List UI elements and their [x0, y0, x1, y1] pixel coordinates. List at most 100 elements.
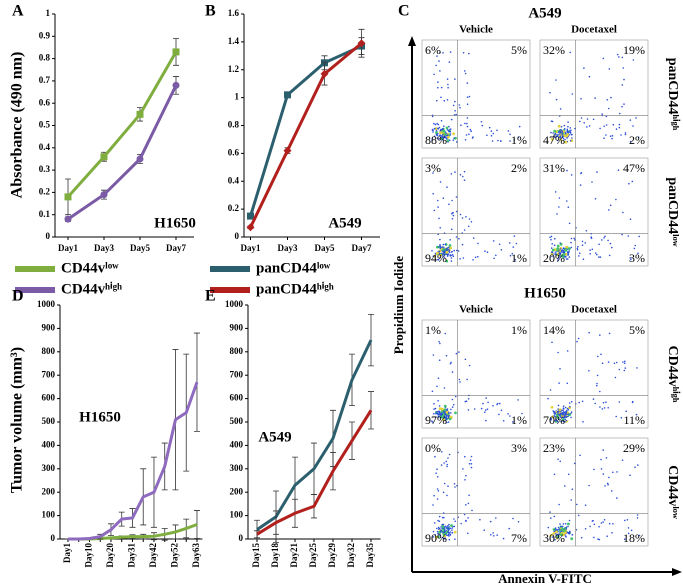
event-dot: [443, 462, 445, 464]
y-tick-label: 1000: [37, 299, 56, 309]
event-dot: [588, 125, 591, 127]
event-dot: [512, 517, 514, 520]
event-dot: [470, 221, 473, 223]
event-dot: [463, 229, 466, 231]
event-dot: [568, 130, 571, 132]
event-dot: [477, 242, 479, 245]
event-dot: [569, 51, 571, 54]
event-dot: [468, 52, 470, 55]
event-dot: [466, 378, 468, 381]
event-dot: [554, 253, 556, 256]
event-dot: [466, 96, 469, 98]
event-dot: [484, 411, 486, 414]
quadrant-percent: 20%: [543, 251, 565, 265]
panel-letter: A: [12, 3, 24, 20]
event-dot: [561, 525, 564, 528]
event-dot: [605, 401, 607, 404]
event-dot: [434, 416, 437, 419]
event-dot: [438, 217, 440, 220]
event-dot: [564, 416, 566, 418]
series-line: [67, 84, 178, 221]
event-dot: [630, 258, 632, 261]
marker: [357, 39, 366, 48]
event-dot: [449, 362, 452, 365]
event-dot: [571, 93, 574, 95]
quadrant-percent: 1%: [511, 133, 527, 147]
event-dot: [629, 119, 632, 121]
event-dot: [566, 200, 568, 202]
event-dot: [438, 60, 440, 62]
event-dot: [512, 421, 514, 423]
event-dot: [568, 250, 570, 252]
event-dot: [460, 124, 462, 126]
event-dot: [571, 488, 574, 491]
event-dot: [563, 420, 565, 423]
event-dot: [624, 360, 626, 363]
event-dot: [463, 70, 466, 72]
event-dot: [441, 524, 445, 528]
y-tick-label: 700: [42, 369, 56, 379]
event-dot: [623, 538, 626, 540]
event-dot: [440, 128, 443, 131]
event-dot: [600, 353, 602, 356]
event-dot: [444, 412, 447, 415]
event-dot: [442, 523, 445, 526]
event-dot: [450, 228, 453, 231]
event-dot: [549, 236, 551, 239]
event-dot: [468, 494, 470, 497]
event-dot: [555, 530, 558, 534]
event-dot: [618, 112, 621, 115]
event-dot: [556, 139, 559, 142]
event-dot: [509, 415, 511, 417]
event-dot: [590, 236, 592, 238]
event-dot: [458, 378, 461, 381]
event-dot: [449, 130, 452, 133]
event-dot: [600, 458, 602, 461]
event-dot: [443, 125, 445, 127]
event-dot: [467, 225, 470, 228]
event-dot: [439, 131, 443, 134]
event-dot: [601, 408, 604, 410]
quadrant-percent: 94%: [425, 251, 447, 265]
event-dot: [623, 78, 625, 81]
event-dot: [509, 140, 511, 142]
event-dot: [450, 173, 453, 175]
event-dot: [550, 252, 554, 256]
event-dot: [437, 86, 439, 89]
column-title: Vehicle: [459, 24, 493, 36]
event-dot: [486, 408, 489, 411]
event-dot: [566, 350, 569, 352]
event-dot: [441, 246, 444, 248]
event-dot: [513, 139, 515, 141]
event-dot: [450, 257, 453, 259]
x-tick-label: Day3: [278, 243, 298, 253]
event-dot: [550, 251, 553, 253]
event-dot: [485, 397, 488, 399]
event-dot: [605, 457, 608, 459]
event-dot: [439, 51, 441, 54]
event-dot: [560, 420, 562, 423]
event-dot: [599, 256, 602, 258]
event-dot: [634, 244, 637, 247]
event-dot: [456, 249, 458, 252]
event-dot: [454, 411, 457, 415]
event-dot: [445, 417, 448, 420]
event-dot: [439, 247, 442, 250]
event-dot: [446, 463, 449, 466]
marker: [172, 81, 180, 89]
event-dot: [445, 253, 448, 256]
event-dot: [465, 400, 468, 403]
event-dot: [439, 342, 441, 345]
event-dot: [566, 258, 569, 260]
group-title: H1650: [524, 285, 566, 301]
x-tick-label: Day21: [289, 543, 299, 568]
y-tick-label: 400: [42, 439, 56, 449]
error-bar: [193, 332, 200, 432]
quadrant-percent: 5%: [629, 323, 645, 337]
event-dot: [554, 529, 557, 531]
event-dot: [442, 52, 444, 54]
event-dot: [447, 135, 450, 139]
event-dot: [582, 421, 584, 423]
event-dot: [567, 409, 570, 411]
event-dot: [498, 413, 500, 416]
